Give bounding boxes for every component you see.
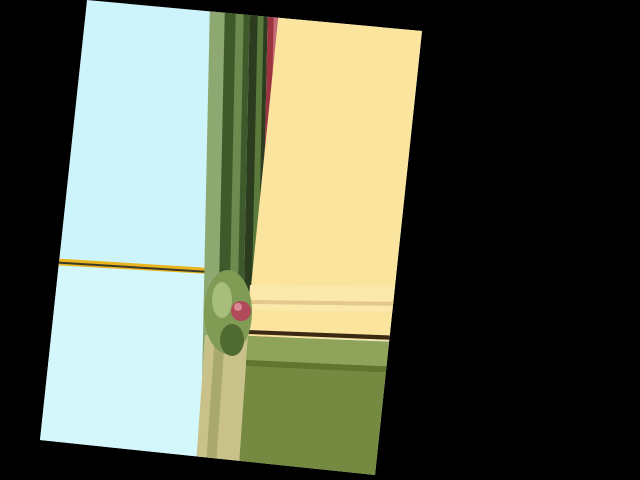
brown-line xyxy=(248,330,422,350)
red-sphere-highlight xyxy=(234,303,242,311)
yellow-band-line xyxy=(250,300,422,309)
red-sphere xyxy=(231,301,251,321)
olive-band-light xyxy=(246,336,422,378)
yellow-panel xyxy=(246,0,422,350)
tan-smear-dark xyxy=(205,335,225,475)
lower-sky-region xyxy=(40,262,205,475)
yellow-band-light xyxy=(248,285,422,315)
olive-panel xyxy=(238,336,422,475)
foliage-shadow xyxy=(220,324,244,356)
foliage-highlight xyxy=(212,282,232,318)
olive-band-dark xyxy=(246,360,422,384)
